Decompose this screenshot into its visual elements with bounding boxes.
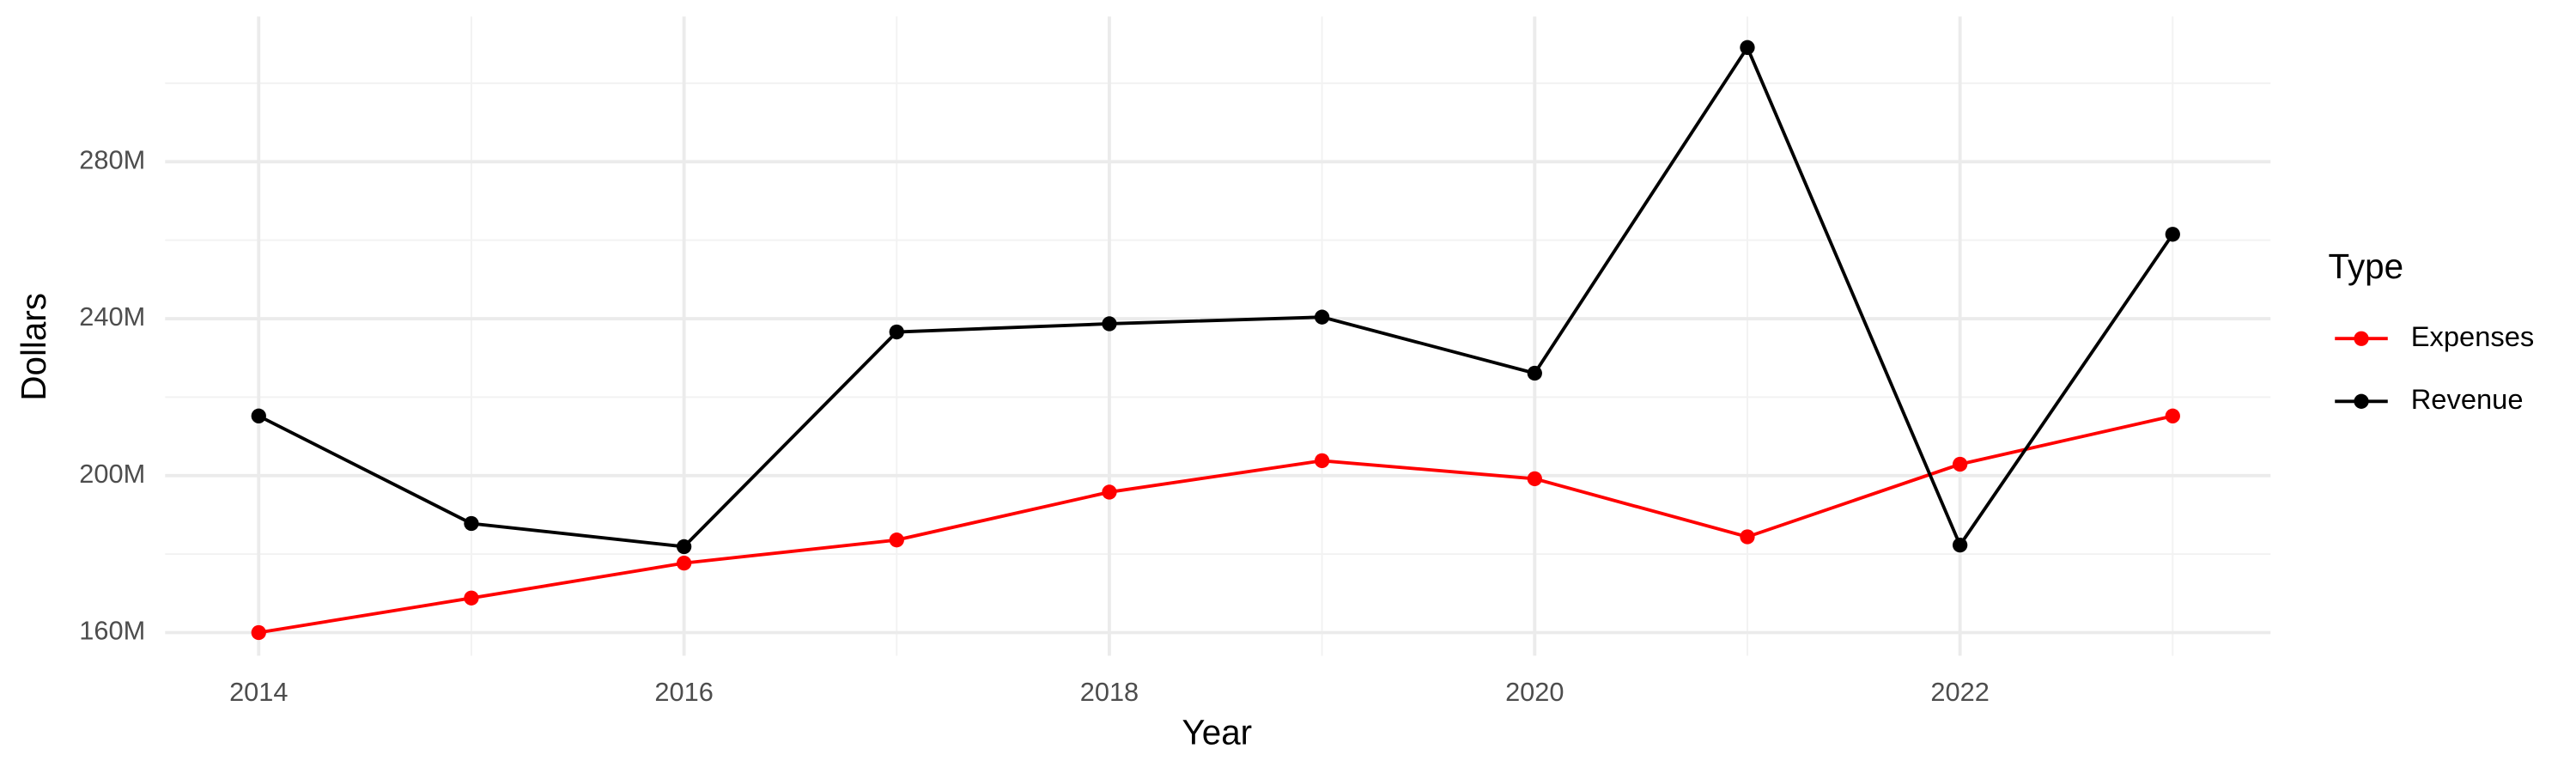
data-point: [889, 324, 904, 340]
data-point: [1952, 456, 1968, 472]
x-tick-label: 2016: [654, 677, 713, 707]
data-point: [1527, 365, 1542, 381]
series-line: [258, 44, 2174, 549]
x-tick-label: 2020: [1505, 677, 1564, 707]
data-point: [676, 555, 692, 571]
data-point: [1314, 309, 1330, 325]
data-point: [1527, 471, 1542, 487]
x-tick-label: 2018: [1080, 677, 1139, 707]
data-point: [1102, 484, 1117, 500]
legend-key-point: [2354, 393, 2369, 409]
legend-label: Expenses: [2411, 320, 2535, 352]
x-tick-label: 2014: [229, 677, 288, 707]
data-point: [2165, 408, 2180, 423]
data-point: [1952, 537, 1968, 553]
y-axis-title: Dollars: [14, 293, 53, 401]
y-tick-label: 160M: [79, 616, 145, 646]
data-point: [1740, 529, 1755, 545]
x-axis-title: Year: [1182, 712, 1253, 752]
data-point: [251, 408, 266, 423]
y-tick-label: 200M: [79, 459, 145, 489]
legend-key-point: [2354, 331, 2369, 346]
series-line: [258, 414, 2173, 635]
data-point: [889, 533, 904, 548]
data-point: [464, 590, 479, 606]
data-point: [1314, 453, 1330, 469]
y-tick-label: 240M: [79, 301, 145, 332]
legend-title: Type: [2329, 247, 2404, 286]
x-tick-label: 2022: [1930, 677, 1989, 707]
data-point: [1102, 316, 1117, 332]
data-point: [676, 539, 692, 555]
data-point: [251, 624, 266, 641]
data-point: [2165, 227, 2180, 242]
y-tick-label: 280M: [79, 144, 145, 174]
data-point: [1740, 40, 1755, 55]
legend-label: Revenue: [2411, 383, 2524, 415]
data-point: [464, 515, 479, 532]
